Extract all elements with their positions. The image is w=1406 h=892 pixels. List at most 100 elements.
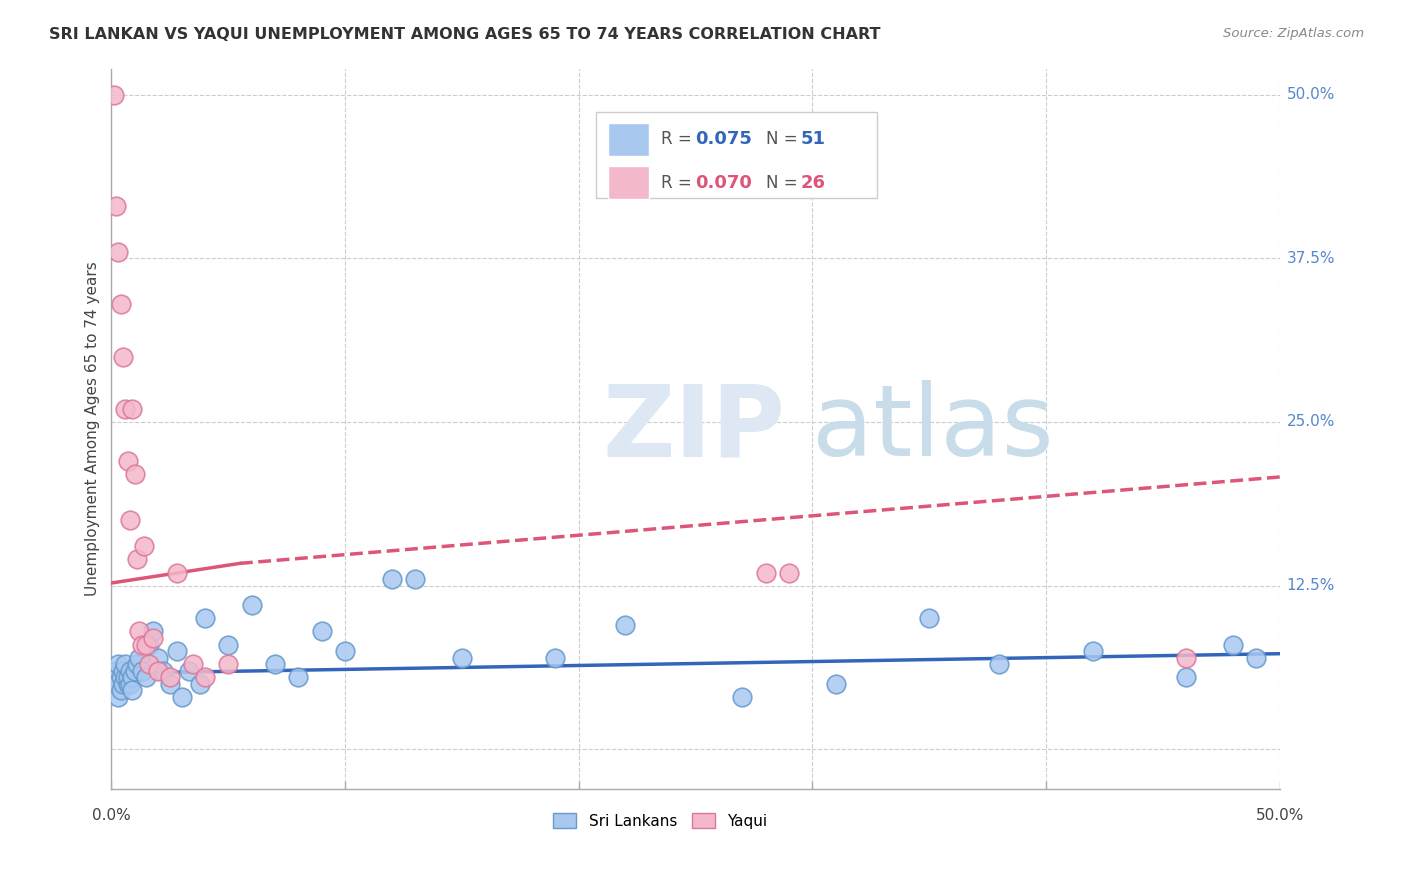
- Point: [131, 638, 153, 652]
- Text: 50.0%: 50.0%: [1286, 87, 1336, 103]
- Text: Source: ZipAtlas.com: Source: ZipAtlas.com: [1223, 27, 1364, 40]
- Point: [117, 454, 139, 468]
- Text: 25.0%: 25.0%: [1286, 415, 1336, 429]
- Point: [311, 624, 333, 639]
- Point: [117, 677, 139, 691]
- Point: [333, 644, 356, 658]
- Point: [194, 670, 217, 684]
- Point: [404, 572, 426, 586]
- Text: 12.5%: 12.5%: [1286, 578, 1336, 593]
- Text: 0.0%: 0.0%: [91, 808, 131, 823]
- Point: [112, 677, 135, 691]
- Point: [134, 539, 156, 553]
- Text: ZIP: ZIP: [602, 380, 785, 477]
- Point: [614, 618, 637, 632]
- Point: [138, 638, 160, 652]
- Point: [120, 664, 142, 678]
- Point: [1175, 670, 1198, 684]
- Point: [124, 467, 146, 482]
- Point: [264, 657, 287, 672]
- Text: 51: 51: [800, 130, 825, 148]
- Legend: Sri Lankans, Yaqui: Sri Lankans, Yaqui: [547, 806, 773, 835]
- Point: [110, 670, 132, 684]
- Point: [146, 664, 169, 678]
- Point: [451, 650, 474, 665]
- Point: [731, 690, 754, 704]
- Point: [124, 664, 146, 678]
- Point: [128, 624, 150, 639]
- Point: [105, 664, 128, 678]
- Point: [103, 670, 125, 684]
- Point: [1222, 638, 1244, 652]
- Point: [1081, 644, 1104, 658]
- Y-axis label: Unemployment Among Ages 65 to 74 years: Unemployment Among Ages 65 to 74 years: [86, 261, 100, 596]
- Point: [166, 566, 188, 580]
- Point: [135, 638, 157, 652]
- Text: 37.5%: 37.5%: [1286, 251, 1336, 266]
- FancyBboxPatch shape: [607, 123, 648, 155]
- Point: [1246, 650, 1268, 665]
- Point: [544, 650, 567, 665]
- Text: SRI LANKAN VS YAQUI UNEMPLOYMENT AMONG AGES 65 TO 74 YEARS CORRELATION CHART: SRI LANKAN VS YAQUI UNEMPLOYMENT AMONG A…: [49, 27, 880, 42]
- Text: 0.070: 0.070: [696, 174, 752, 192]
- Point: [170, 690, 193, 704]
- Point: [107, 244, 129, 259]
- Point: [121, 401, 143, 416]
- Point: [194, 611, 217, 625]
- Point: [121, 683, 143, 698]
- FancyBboxPatch shape: [607, 167, 648, 199]
- Text: 26: 26: [800, 174, 825, 192]
- Text: 0.075: 0.075: [696, 130, 752, 148]
- Point: [112, 664, 135, 678]
- Point: [755, 566, 778, 580]
- Point: [988, 657, 1011, 672]
- Point: [152, 664, 174, 678]
- Point: [287, 670, 309, 684]
- Text: atlas: atlas: [813, 380, 1054, 477]
- Point: [159, 670, 181, 684]
- Point: [114, 401, 136, 416]
- Point: [918, 611, 941, 625]
- Point: [121, 670, 143, 684]
- Point: [114, 670, 136, 684]
- Point: [188, 677, 211, 691]
- Point: [217, 657, 239, 672]
- Point: [381, 572, 404, 586]
- Point: [824, 677, 846, 691]
- Point: [114, 657, 136, 672]
- Point: [778, 566, 800, 580]
- Text: 50.0%: 50.0%: [1256, 808, 1303, 823]
- Point: [177, 664, 200, 678]
- Point: [159, 677, 181, 691]
- Point: [146, 650, 169, 665]
- Point: [142, 631, 165, 645]
- Point: [166, 644, 188, 658]
- Point: [107, 690, 129, 704]
- Point: [105, 199, 128, 213]
- Point: [107, 657, 129, 672]
- Text: N =: N =: [766, 130, 803, 148]
- Point: [1175, 650, 1198, 665]
- Point: [120, 677, 142, 691]
- Point: [217, 638, 239, 652]
- Text: R =: R =: [661, 174, 696, 192]
- Point: [112, 350, 135, 364]
- FancyBboxPatch shape: [596, 112, 877, 198]
- Text: N =: N =: [766, 174, 803, 192]
- Text: R =: R =: [661, 130, 696, 148]
- Point: [135, 670, 157, 684]
- Point: [127, 552, 149, 566]
- Point: [110, 297, 132, 311]
- Point: [138, 657, 160, 672]
- Point: [120, 513, 142, 527]
- Point: [131, 664, 153, 678]
- Point: [110, 683, 132, 698]
- Point: [181, 657, 204, 672]
- Point: [128, 650, 150, 665]
- Point: [127, 657, 149, 672]
- Point: [117, 670, 139, 684]
- Point: [103, 87, 125, 102]
- Point: [240, 599, 263, 613]
- Point: [105, 677, 128, 691]
- Point: [142, 624, 165, 639]
